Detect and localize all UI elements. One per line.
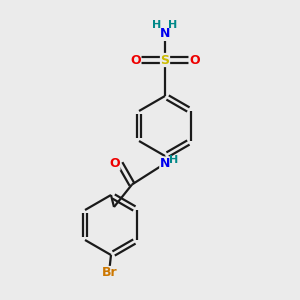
- Text: Br: Br: [102, 266, 117, 280]
- Text: H: H: [169, 155, 178, 165]
- Text: H: H: [152, 20, 161, 30]
- Text: O: O: [109, 157, 120, 170]
- Text: H: H: [169, 20, 178, 30]
- Text: N: N: [160, 27, 170, 40]
- Text: N: N: [160, 157, 170, 170]
- Text: O: O: [130, 53, 141, 67]
- Text: S: S: [160, 53, 169, 67]
- Text: O: O: [189, 53, 200, 67]
